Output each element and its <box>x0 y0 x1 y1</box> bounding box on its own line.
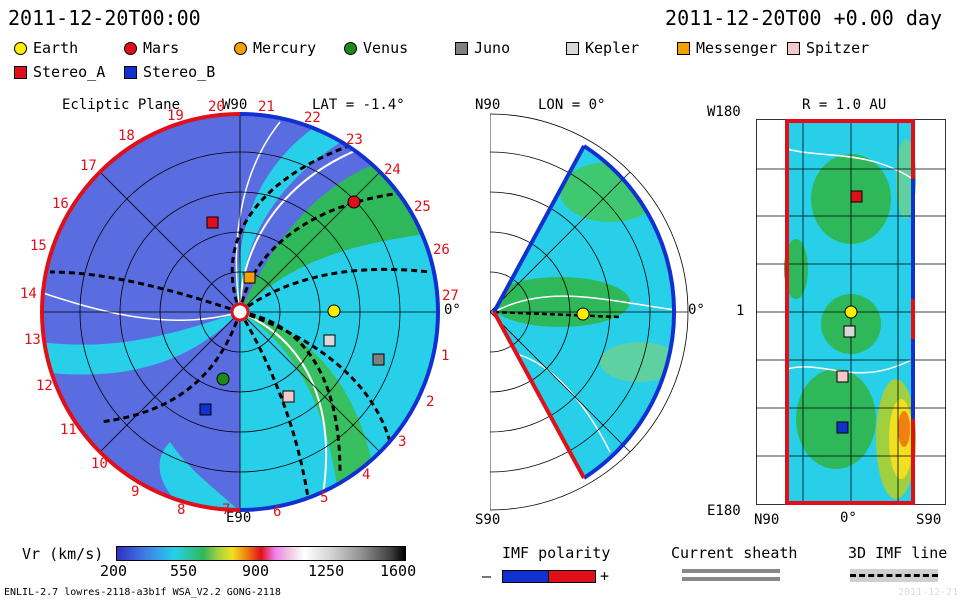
rot-21: 21 <box>258 99 275 115</box>
rot-19: 19 <box>167 108 184 124</box>
imf-3d-swatch <box>850 569 938 582</box>
rot-27: 27 <box>442 288 459 304</box>
s90-label: S90 <box>475 512 501 528</box>
legend-mars: Mars <box>124 39 179 57</box>
rot-4: 4 <box>362 467 371 483</box>
imf-3d-title: 3D IMF line <box>848 544 948 562</box>
polarity-negative-swatch <box>502 570 550 583</box>
polarity-plus: + <box>600 567 610 585</box>
colorbar-tick-550: 550 <box>170 562 198 580</box>
rot-18: 18 <box>118 128 135 144</box>
rot-16: 16 <box>52 196 69 212</box>
rot-24: 24 <box>384 162 401 178</box>
rot-26: 26 <box>433 242 450 258</box>
rot-5: 5 <box>320 490 329 506</box>
rot-22: 22 <box>304 110 321 126</box>
s90-x-label: S90 <box>916 512 942 528</box>
legend-stereo-a: Stereo_A <box>14 63 105 81</box>
n90-label: N90 <box>475 97 501 113</box>
e180-label: E180 <box>707 503 741 519</box>
n90-x-label: N90 <box>754 512 780 528</box>
left-timestamp: 2011-12-20T00:00 <box>8 6 201 30</box>
rot-14: 14 <box>20 286 37 302</box>
e90-label: E90 <box>226 510 252 526</box>
rot-12: 12 <box>36 378 53 394</box>
footer-date: 2011-12-21 <box>898 587 959 598</box>
colorbar-label: Vr (km/s) <box>22 545 104 563</box>
imf-polarity-title: IMF polarity <box>502 544 611 562</box>
sheath-line-2 <box>682 577 780 581</box>
legend-kepler: Kepler <box>566 39 639 57</box>
rot-10: 10 <box>91 456 108 472</box>
rot-13: 13 <box>24 332 41 348</box>
legend-stereo-b: Stereo_B <box>124 63 215 81</box>
panel2-zero-label: 0° <box>688 302 705 318</box>
polarity-minus: – <box>482 567 492 585</box>
colorbar <box>116 546 406 561</box>
rot-17: 17 <box>80 158 97 174</box>
colorbar-tick-900: 900 <box>242 562 270 580</box>
panel1-zero-label: 0° <box>444 302 461 318</box>
right-timestamp: 2011-12-20T00 +0.00 day <box>665 6 942 30</box>
zero-x-label: 0° <box>840 510 857 526</box>
meridional-plane-plot <box>490 113 689 511</box>
rot-20: 20 <box>208 99 225 115</box>
legend-spitzer: Spitzer <box>787 39 869 57</box>
rot-3: 3 <box>398 434 407 450</box>
rot-23: 23 <box>346 132 363 148</box>
rot-15: 15 <box>30 238 47 254</box>
current-sheath-title: Current sheath <box>671 544 798 562</box>
rot-2: 2 <box>426 394 435 410</box>
ecliptic-plane-plot <box>40 112 440 512</box>
ecliptic-plane-title: Ecliptic Plane <box>62 97 181 113</box>
legend-mercury: Mercury <box>234 39 316 57</box>
rot-11: 11 <box>60 422 77 438</box>
rot-1: 1 <box>441 348 450 364</box>
colorbar-tick-200: 200 <box>100 562 128 580</box>
mid-label: 1 <box>736 303 745 319</box>
sheath-line-1 <box>682 569 780 573</box>
radius-label: R = 1.0 AU <box>802 97 887 113</box>
footer-model-info: ENLIL-2.7 lowres-2118-a3b1f WSA_V2.2 GON… <box>4 587 281 598</box>
rot-6: 6 <box>273 504 282 520</box>
polarity-positive-swatch <box>548 570 596 583</box>
rot-9: 9 <box>131 484 140 500</box>
rot-25: 25 <box>414 199 431 215</box>
legend-messenger: Messenger <box>677 39 777 57</box>
lat-label: LAT = -1.4° <box>312 97 405 113</box>
colorbar-tick-1600: 1600 <box>380 562 417 580</box>
legend-venus: Venus <box>344 39 408 57</box>
radial-surface-plot <box>756 119 946 505</box>
colorbar-tick-1250: 1250 <box>308 562 345 580</box>
rot-8: 8 <box>177 502 186 518</box>
legend-earth: Earth <box>14 39 78 57</box>
legend-juno: Juno <box>455 39 510 57</box>
w180-label: W180 <box>707 104 741 120</box>
lon-label: LON = 0° <box>538 97 606 113</box>
rot-7: 7 <box>222 502 231 518</box>
w90-label: W90 <box>222 97 248 113</box>
